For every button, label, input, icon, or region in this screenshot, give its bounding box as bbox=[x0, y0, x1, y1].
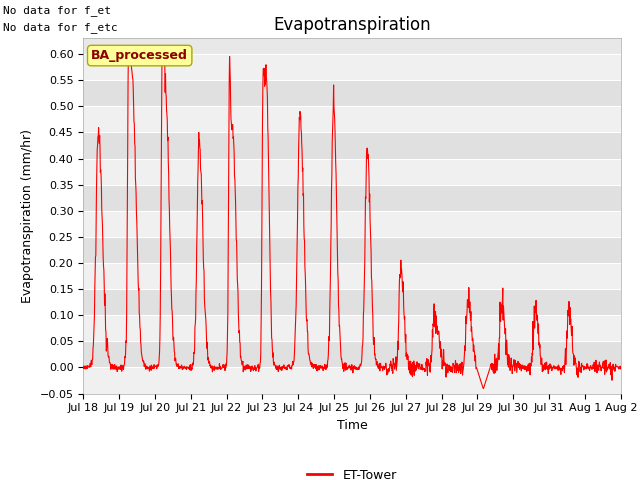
Bar bbox=[83, 211, 621, 237]
Bar bbox=[83, 54, 621, 80]
Bar bbox=[83, 106, 621, 132]
Text: No data for f_et: No data for f_et bbox=[3, 5, 111, 16]
Bar bbox=[83, 368, 621, 394]
Title: Evapotranspiration: Evapotranspiration bbox=[273, 16, 431, 34]
Bar bbox=[83, 263, 621, 289]
Bar bbox=[83, 289, 621, 315]
Legend: ET-Tower: ET-Tower bbox=[302, 464, 402, 480]
Bar bbox=[83, 341, 621, 368]
Bar bbox=[83, 132, 621, 158]
Bar bbox=[83, 185, 621, 211]
Bar bbox=[83, 158, 621, 185]
Y-axis label: Evapotranspiration (mm/hr): Evapotranspiration (mm/hr) bbox=[21, 129, 34, 303]
Text: No data for f_etc: No data for f_etc bbox=[3, 22, 118, 33]
Text: BA_processed: BA_processed bbox=[92, 49, 188, 62]
Bar bbox=[83, 315, 621, 341]
X-axis label: Time: Time bbox=[337, 419, 367, 432]
Bar bbox=[83, 80, 621, 106]
Bar bbox=[83, 237, 621, 263]
